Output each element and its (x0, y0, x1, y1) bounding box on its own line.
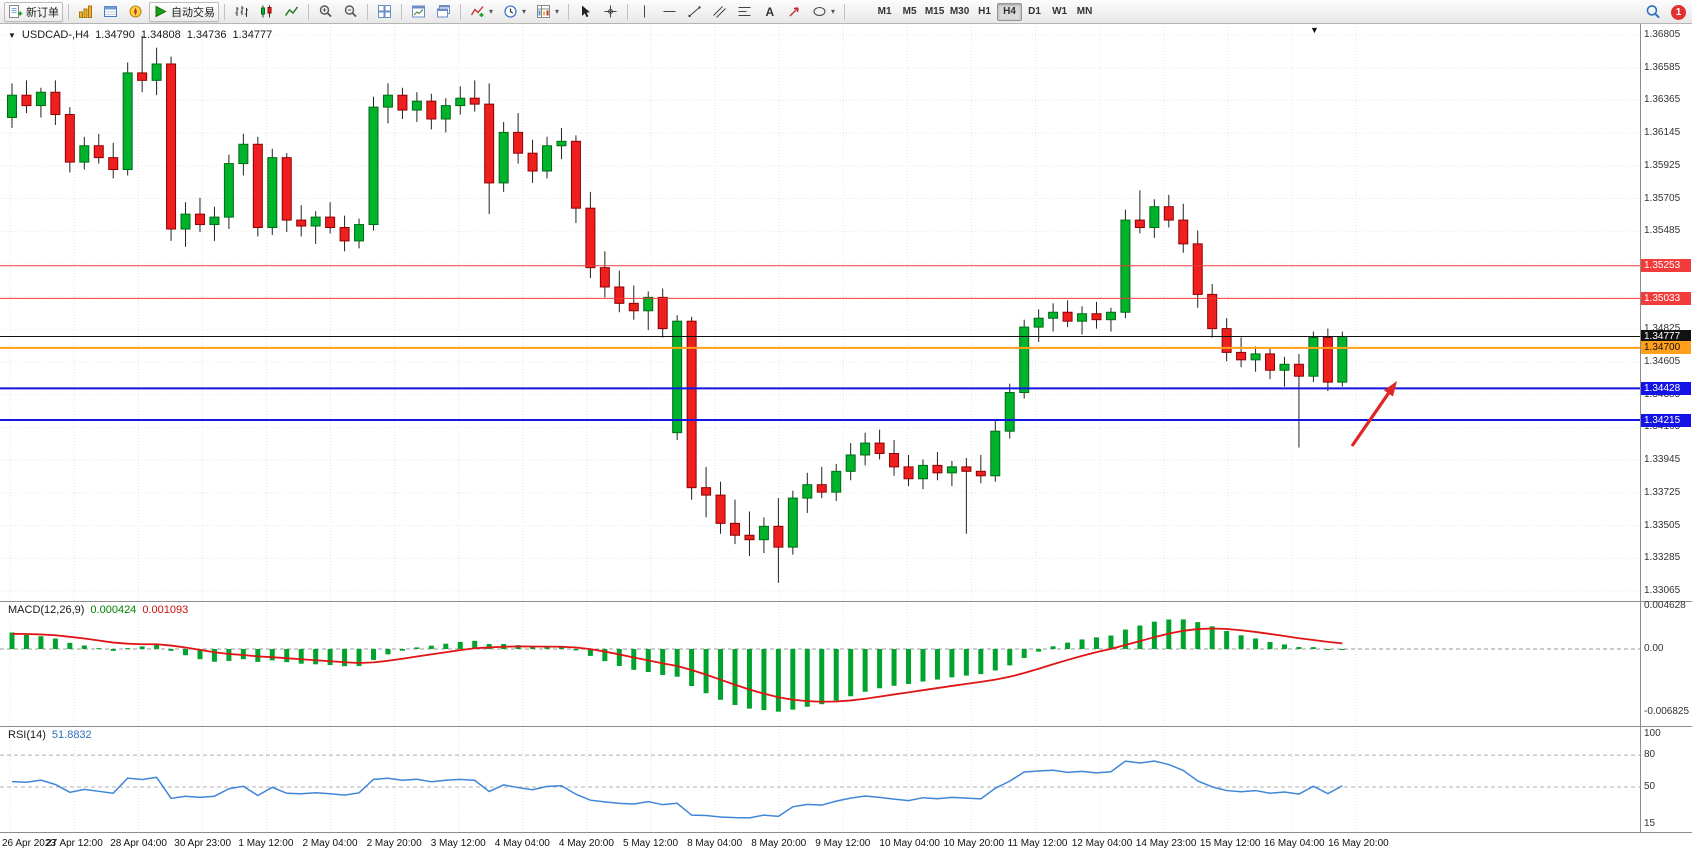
arrow-tool-icon (789, 7, 799, 17)
notification-badge[interactable]: 1 (1671, 4, 1686, 20)
zoom-in-icon (319, 5, 332, 18)
timeframe-button-m5[interactable]: M5 (902, 6, 917, 17)
indicators-icon (470, 6, 484, 17)
channel-button[interactable] (708, 2, 731, 22)
dropdown-caret-icon: ▾ (555, 7, 560, 16)
market-watch-button[interactable] (74, 2, 97, 22)
crosshair-button[interactable] (599, 2, 622, 22)
templates-icon (537, 5, 551, 18)
candles-series (7, 35, 1348, 583)
dropdown-caret-icon: ▾ (489, 7, 494, 16)
new-order-label: 新订单 (26, 6, 59, 19)
data-window-icon (104, 6, 117, 17)
trendline-icon (688, 6, 701, 18)
toolbar: 新订单 自动交易 ▾ ▾ ▾ A ▾ M1 M5 M15 M30 H1 H4 D1 W1 MN … (0, 0, 1692, 24)
fibonacci-button[interactable] (733, 2, 756, 22)
tile-windows-button[interactable] (373, 2, 396, 22)
vertical-line-icon (644, 5, 646, 18)
toolbar-separator (627, 3, 629, 20)
bar-chart-button[interactable] (230, 2, 253, 22)
autotrading-button[interactable]: 自动交易 (149, 1, 219, 22)
toolbar-right-group: 1 (1641, 2, 1686, 22)
rsi-line (11, 760, 1343, 819)
toolbar-separator (844, 3, 846, 20)
svg-text:A: A (766, 5, 775, 19)
dropdown-caret-icon: ▾ (831, 7, 836, 16)
arrange-windows-button[interactable] (407, 2, 430, 22)
arrow-tool-button[interactable] (783, 2, 806, 22)
zoom-in-button[interactable] (314, 2, 337, 22)
timeframe-button-m15[interactable]: M15 (924, 6, 945, 17)
timeframe-button-m1[interactable]: M1 (877, 6, 892, 17)
timeframe-button-m30[interactable]: M30 (949, 6, 970, 17)
new-order-icon (9, 5, 23, 18)
trend-arrow-annotation[interactable] (1350, 381, 1397, 447)
timeframe-group: M1 M5 M15 M30 H1 H4 D1 W1 MN (872, 2, 1097, 21)
toolbar-separator (460, 3, 461, 20)
new-order-button[interactable]: 新订单 (4, 1, 63, 22)
toolbar-separator (68, 3, 69, 20)
horizontal-line-button[interactable] (658, 2, 681, 22)
arrange-windows-icon (412, 5, 425, 18)
text-icon: A (766, 5, 775, 19)
candlestick-button[interactable] (255, 2, 278, 22)
timeframe-button-mn[interactable]: MN (1076, 6, 1093, 17)
zoom-out-icon (344, 5, 357, 18)
horizontal-line-icon (663, 11, 676, 12)
bar-chart-icon (235, 6, 248, 17)
horizontal-level-lines[interactable] (0, 265, 1640, 422)
search-button[interactable] (1641, 2, 1665, 22)
trendline-button[interactable] (683, 2, 706, 22)
toolbar-separator (568, 3, 570, 20)
toolbar-separator (308, 3, 309, 20)
zoom-out-button[interactable] (339, 2, 362, 22)
line-chart-button[interactable] (280, 2, 303, 22)
shapes-icon (813, 7, 826, 16)
toolbar-separator (401, 3, 402, 20)
shapes-button[interactable]: ▾ (808, 2, 839, 22)
timeframe-button-h4[interactable]: H4 (997, 2, 1023, 21)
indicators-button[interactable]: ▾ (466, 2, 497, 22)
text-button[interactable]: A (758, 2, 781, 22)
autotrading-icon (155, 5, 167, 18)
cursor-icon (582, 5, 591, 18)
navigator-button[interactable] (124, 2, 147, 22)
timeframe-button-w1[interactable]: W1 (1052, 6, 1068, 17)
cascade-windows-button[interactable] (432, 2, 455, 22)
vertical-line-button[interactable] (633, 2, 656, 22)
templates-button[interactable]: ▾ (532, 2, 563, 22)
toolbar-separator (224, 3, 225, 20)
notification-count: 1 (1675, 6, 1682, 18)
timeframe-button-h1[interactable]: H1 (978, 6, 991, 17)
timeframe-button-d1[interactable]: D1 (1028, 6, 1041, 17)
market-watch-icon (79, 5, 92, 18)
tile-windows-icon (378, 5, 391, 18)
autotrading-label: 自动交易 (171, 6, 215, 19)
crosshair-icon (604, 5, 617, 18)
macd-histogram (9, 619, 1345, 712)
toolbar-separator (367, 3, 368, 20)
data-window-button[interactable] (99, 2, 122, 22)
dropdown-caret-icon: ▾ (522, 7, 527, 16)
channel-icon (713, 6, 726, 18)
line-chart-icon (284, 6, 299, 16)
navigator-icon (129, 5, 142, 18)
periods-icon (504, 5, 517, 18)
fibonacci-icon (738, 7, 751, 16)
macd-signal-line (11, 627, 1343, 703)
cascade-windows-icon (437, 5, 450, 18)
cursor-button[interactable] (574, 2, 597, 22)
search-icon (1646, 5, 1660, 19)
periods-button[interactable]: ▾ (499, 2, 530, 22)
candlestick-icon (261, 5, 272, 18)
